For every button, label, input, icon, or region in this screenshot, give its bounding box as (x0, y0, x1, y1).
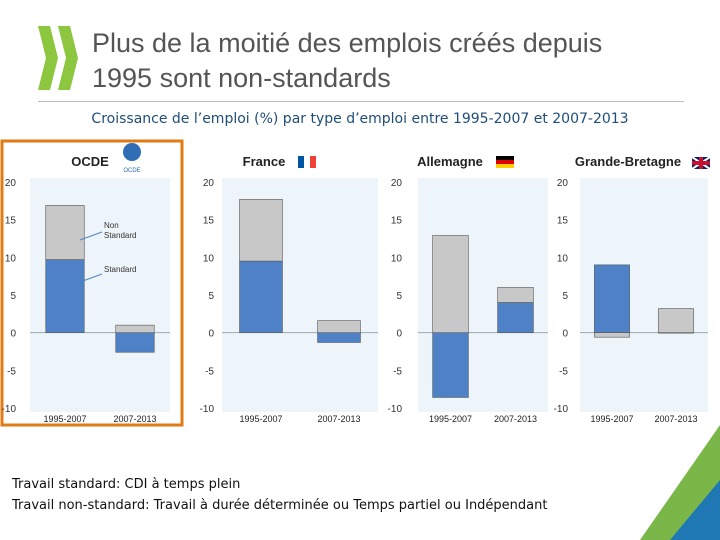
bar-non-standard (658, 308, 694, 333)
annotation-standard-1: Standard (104, 231, 136, 240)
y-tick-label: 5 (562, 291, 568, 302)
annotation-arrow-standard (79, 273, 103, 283)
x-tick-label: 2007-2013 (654, 414, 697, 424)
y-tick-label: 20 (557, 178, 569, 189)
x-tick-label: 2007-2013 (494, 414, 537, 424)
bar-non-standard (594, 332, 630, 338)
y-tick-label: -10 (388, 404, 403, 415)
chart-panels: OCDE OCDE 20 15 10 5 0 -5 -10 1995-2007 2007-2013 N… (0, 138, 720, 428)
germany-flag-red (496, 160, 514, 164)
y-tick-label: 15 (557, 216, 569, 227)
y-tick-label: 15 (203, 216, 215, 227)
bar-non-standard (239, 199, 283, 262)
annotation-non: Non (104, 221, 119, 230)
y-tick-label: -5 (559, 366, 568, 377)
bar-non-standard (432, 235, 469, 333)
slide-title-line-2: 1995 sont non-standards (92, 63, 391, 93)
y-tick-label: -5 (205, 366, 214, 377)
germany-flag-black (496, 156, 514, 160)
y-tick-label: 15 (5, 216, 17, 227)
y-tick-label: -10 (2, 404, 17, 415)
uk-flag-cross-h (692, 161, 710, 165)
y-tick-label: 15 (391, 216, 403, 227)
france-flag-red (310, 156, 316, 168)
bar-non-standard (115, 324, 155, 333)
chart-title-4: Grande-Bretagne (575, 154, 681, 169)
annotation-standard-2: Standard (104, 265, 136, 274)
y-tick-label: 20 (391, 178, 403, 189)
y-tick-label: 5 (208, 291, 214, 302)
oecd-logo-chevrons (38, 26, 78, 90)
y-tick-label: 5 (10, 291, 16, 302)
bar-standard (115, 332, 155, 353)
y-tick-label: 0 (208, 329, 214, 340)
x-tick-label: 2007-2013 (317, 414, 360, 424)
bar-standard (45, 259, 85, 333)
ocde-highlight-frame (0, 139, 184, 427)
x-tick-label: 1995-2007 (429, 414, 472, 424)
slide-title-line-1: Plus de la moitié des emplois créés depu… (92, 28, 603, 58)
y-tick-label: 10 (5, 253, 17, 264)
bar-standard (497, 302, 534, 333)
y-tick-label: 0 (396, 329, 402, 340)
annotation-arrow-non-standard (79, 231, 103, 241)
note-standard: Travail standard: CDI à temps plein (12, 477, 241, 492)
bar-standard (432, 332, 469, 398)
bar-standard (239, 260, 283, 333)
y-tick-label: -10 (554, 404, 569, 415)
chart-subtitle: Croissance de l’emploi (%) par type d’em… (91, 111, 629, 127)
germany-flag-gold (496, 164, 514, 168)
bar-non-standard (497, 287, 534, 303)
y-tick-label: 10 (203, 253, 215, 264)
x-tick-label: 2007-2013 (113, 414, 156, 424)
y-tick-label: -5 (7, 366, 16, 377)
y-tick-label: 5 (396, 291, 402, 302)
y-tick-label: 20 (203, 178, 215, 189)
x-tick-label: 1995-2007 (239, 414, 282, 424)
y-tick-label: 20 (5, 178, 17, 189)
y-tick-label: 0 (10, 329, 16, 340)
y-tick-label: -10 (200, 404, 215, 415)
bar-non-standard (317, 320, 361, 333)
chart-title-2: France (243, 154, 286, 169)
note-non-standard: Travail non-standard: Travail à durée dé… (12, 498, 548, 513)
ocde-badge-text: OCDE (123, 168, 140, 174)
france-flag-white (304, 156, 310, 168)
x-tick-label: 1995-2007 (590, 414, 633, 424)
france-flag-blue (298, 156, 304, 168)
bar-standard (594, 264, 630, 333)
y-tick-label: 0 (562, 329, 568, 340)
definitions: Travail standard: CDI à temps plein Trav… (12, 474, 547, 516)
chart-title-1: OCDE (71, 154, 109, 169)
y-tick-label: -5 (393, 366, 402, 377)
slide-title: Plus de la moitié des emplois créés depu… (92, 26, 702, 96)
y-tick-label: 10 (391, 253, 403, 264)
corner-decoration (640, 425, 720, 540)
x-tick-label: 1995-2007 (43, 414, 86, 424)
ocde-badge-globe (123, 143, 141, 161)
bar-non-standard (45, 205, 85, 260)
y-tick-label: 10 (557, 253, 569, 264)
chart-title-3: Allemagne (417, 154, 483, 169)
bar-standard (317, 332, 361, 343)
stacked-bar-charts: OCDE OCDE 20 15 10 5 0 -5 -10 1995-2007 2007-2013 N… (0, 139, 711, 427)
title-divider (38, 101, 684, 102)
